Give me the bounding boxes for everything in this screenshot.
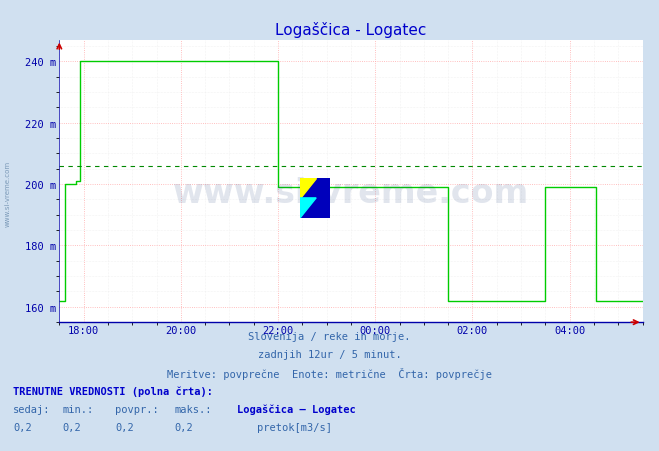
Title: Logaščica - Logatec: Logaščica - Logatec: [275, 22, 426, 38]
Text: maks.:: maks.:: [175, 404, 212, 414]
Text: Logaščica – Logatec: Logaščica – Logatec: [237, 404, 356, 414]
Text: Meritve: povprečne  Enote: metrične  Črta: povprečje: Meritve: povprečne Enote: metrične Črta:…: [167, 368, 492, 380]
Text: 0,2: 0,2: [63, 422, 81, 432]
Text: zadnjih 12ur / 5 minut.: zadnjih 12ur / 5 minut.: [258, 350, 401, 359]
Polygon shape: [300, 198, 316, 219]
Text: sedaj:: sedaj:: [13, 404, 51, 414]
Text: www.si-vreme.com: www.si-vreme.com: [5, 161, 11, 227]
Text: www.si-vreme.com: www.si-vreme.com: [173, 176, 529, 209]
Text: TRENUTNE VREDNOSTI (polna črta):: TRENUTNE VREDNOSTI (polna črta):: [13, 386, 213, 396]
Text: Slovenija / reke in morje.: Slovenija / reke in morje.: [248, 331, 411, 341]
Text: 0,2: 0,2: [13, 422, 32, 432]
Text: 0,2: 0,2: [115, 422, 134, 432]
Text: povpr.:: povpr.:: [115, 404, 159, 414]
Text: 0,2: 0,2: [175, 422, 193, 432]
Text: pretok[m3/s]: pretok[m3/s]: [257, 422, 332, 432]
Text: min.:: min.:: [63, 404, 94, 414]
Polygon shape: [300, 178, 316, 198]
